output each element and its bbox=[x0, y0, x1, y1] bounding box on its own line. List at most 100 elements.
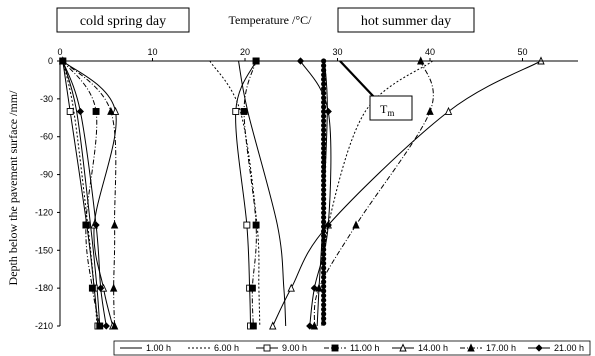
x-axis-label: Temperature /°C/ bbox=[229, 13, 313, 27]
marker-square-filled bbox=[88, 284, 96, 292]
series-line bbox=[238, 60, 287, 327]
legend-item-4: 14.00 h bbox=[392, 343, 448, 353]
marker-triangle-open bbox=[444, 106, 453, 115]
legend-item-0: 1.00 h bbox=[120, 343, 171, 353]
marker-diamond-filled bbox=[97, 284, 105, 292]
marker-triangle-open bbox=[269, 321, 277, 330]
right-annotation-box bbox=[337, 7, 475, 33]
series-12 bbox=[310, 56, 434, 330]
legend-item-1: 6.00 h bbox=[188, 343, 239, 353]
series-line bbox=[243, 60, 257, 327]
series-line bbox=[62, 60, 101, 327]
marker-dot bbox=[321, 109, 327, 115]
marker-diamond-filled bbox=[324, 107, 332, 116]
left-annotation-box bbox=[56, 7, 190, 33]
marker-dot bbox=[321, 260, 327, 266]
series-line bbox=[209, 60, 261, 327]
series-8 bbox=[209, 60, 261, 327]
series-10 bbox=[240, 57, 260, 330]
marker-dot bbox=[321, 145, 327, 151]
legend-item-5: 17.00 h bbox=[460, 343, 516, 353]
x-tick-label: 40 bbox=[425, 47, 435, 57]
marker-square-filled bbox=[240, 108, 248, 115]
tm-label-sub: m bbox=[387, 108, 394, 118]
tm-label: Tm bbox=[380, 102, 394, 118]
legend-label: 11.00 h bbox=[350, 343, 379, 353]
legend-label: 17.00 h bbox=[486, 343, 516, 353]
marker-triangle-filled bbox=[110, 220, 119, 229]
marker-dot bbox=[321, 270, 327, 276]
legend-label: 14.00 h bbox=[418, 343, 448, 353]
marker-triangle-filled bbox=[426, 106, 434, 115]
marker-square-open bbox=[66, 108, 74, 115]
marker-dot bbox=[321, 214, 327, 220]
tm-label-box bbox=[369, 95, 413, 121]
marker-square-filled bbox=[92, 108, 100, 115]
marker-dot bbox=[321, 279, 327, 285]
marker-dot bbox=[321, 159, 327, 165]
legend: 1.00 h 6.00 h 9.00 h 11.00 h 14.00 h 17.00 h 2… bbox=[120, 343, 584, 353]
y-tick-label: -60 bbox=[40, 132, 53, 142]
marker-square-filled bbox=[249, 322, 257, 330]
y-tick-label: -90 bbox=[40, 170, 53, 180]
series-7 bbox=[238, 60, 287, 327]
left-annotation-label: cold spring day bbox=[80, 14, 166, 29]
y-tick-label: -120 bbox=[35, 207, 53, 217]
y-tick-label: -30 bbox=[40, 94, 53, 104]
marker-square-open bbox=[232, 108, 240, 115]
marker-dot bbox=[321, 104, 327, 110]
marker-dot bbox=[321, 99, 327, 105]
marker-dot bbox=[321, 122, 327, 128]
series-line bbox=[313, 60, 434, 327]
marker-diamond-filled bbox=[310, 284, 319, 292]
marker-dot bbox=[321, 132, 327, 138]
marker-dot bbox=[321, 155, 327, 161]
marker-dot bbox=[321, 256, 327, 262]
marker-dot bbox=[321, 219, 327, 225]
marker-triangle-open bbox=[399, 343, 407, 352]
marker-dot bbox=[321, 86, 327, 92]
series-16 bbox=[316, 60, 328, 327]
x-tick-label: 30 bbox=[332, 47, 342, 57]
legend-label: 21.00 h bbox=[554, 343, 584, 353]
marker-dot bbox=[321, 178, 327, 184]
marker-square-open bbox=[263, 344, 271, 352]
legend-item-6: 21.00 h bbox=[528, 343, 584, 353]
y-tick-label: 0 bbox=[48, 56, 53, 66]
marker-dot bbox=[321, 113, 327, 119]
marker-dot bbox=[321, 95, 327, 101]
marker-dot bbox=[321, 150, 327, 156]
marker-triangle-filled bbox=[110, 321, 119, 330]
x-tick-label: 50 bbox=[517, 47, 527, 57]
tm-label-main: T bbox=[380, 102, 388, 116]
y-axis-label: Depth below the pavement surface /mm/ bbox=[6, 90, 20, 286]
marker-dot bbox=[321, 316, 327, 322]
marker-dot bbox=[321, 311, 327, 317]
y-tick-label: -180 bbox=[35, 283, 53, 293]
marker-square-filled bbox=[248, 284, 256, 292]
marker-dot bbox=[321, 191, 327, 197]
tick-labels: 0 10 20 30 40 50 0 -30 -60 -90 -120 -150 -180 -210 bbox=[35, 47, 528, 331]
marker-diamond-filled bbox=[76, 107, 84, 116]
series-15 bbox=[321, 58, 327, 326]
marker-square-open bbox=[243, 221, 251, 229]
y-tick-label: -210 bbox=[35, 321, 53, 331]
series-0 bbox=[62, 60, 101, 327]
marker-dot bbox=[321, 224, 327, 230]
series-line bbox=[235, 60, 257, 327]
marker-dot bbox=[321, 118, 327, 124]
marker-diamond-filled bbox=[92, 221, 100, 229]
marker-triangle-filled bbox=[107, 106, 115, 115]
x-tick-label: 0 bbox=[57, 47, 62, 57]
marker-dot bbox=[321, 293, 327, 299]
marker-dot bbox=[321, 247, 327, 253]
x-tick-label: 20 bbox=[240, 47, 250, 57]
marker-dot bbox=[321, 90, 327, 96]
marker-diamond-filled bbox=[306, 322, 314, 330]
marker-triangle-filled bbox=[467, 343, 475, 352]
marker-triangle-filled bbox=[109, 283, 118, 292]
marker-dot bbox=[321, 72, 327, 78]
series-line bbox=[316, 60, 328, 327]
axes bbox=[57, 58, 578, 327]
